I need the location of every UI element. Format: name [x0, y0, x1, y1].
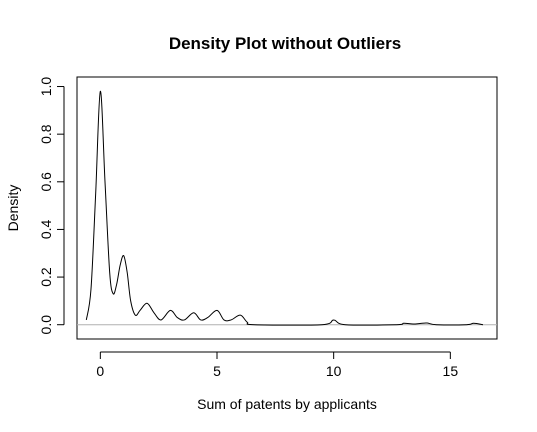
chart-title: Density Plot without Outliers	[169, 34, 401, 53]
density-curve	[86, 91, 483, 325]
y-axis: 0.0 0.2 0.4 0.6 0.8 1.0	[38, 77, 64, 335]
x-tick-label: 0	[96, 363, 104, 379]
x-tick-label: 15	[443, 363, 459, 379]
y-tick-label: 0.8	[38, 124, 54, 144]
x-axis: 0 5 10 15	[96, 352, 458, 379]
y-tick-label: 0.6	[38, 172, 54, 192]
y-tick-label: 1.0	[38, 77, 54, 97]
x-tick-label: 5	[213, 363, 221, 379]
y-tick-label: 0.2	[38, 267, 54, 287]
x-axis-label: Sum of patents by applicants	[197, 396, 377, 412]
y-tick-label: 0.4	[38, 219, 54, 239]
y-axis-label: Density	[5, 185, 21, 232]
x-tick-label: 10	[326, 363, 342, 379]
y-tick-label: 0.0	[38, 315, 54, 335]
plot-frame	[77, 77, 497, 339]
